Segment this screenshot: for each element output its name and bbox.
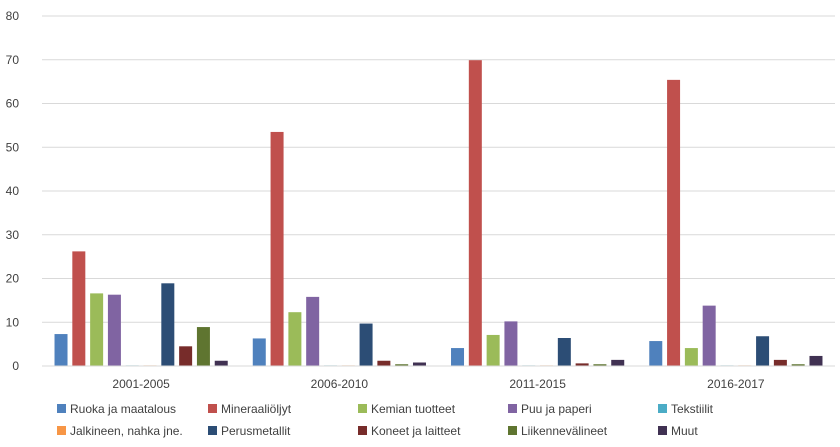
x-tick-label: 2016-2017	[707, 377, 765, 391]
bar	[702, 305, 716, 367]
y-tick-label: 70	[6, 53, 20, 67]
bar	[412, 362, 426, 366]
x-axis-tick-labels: 2001-2005 2006-2010 2011-2015 2016-2017	[112, 377, 764, 391]
bar	[270, 131, 284, 366]
bar	[288, 312, 302, 366]
bar	[773, 359, 787, 367]
bar	[377, 360, 391, 366]
bar	[306, 296, 320, 367]
bar	[649, 341, 663, 366]
bar	[756, 336, 770, 366]
y-tick-label: 60	[6, 97, 20, 111]
legend-swatch	[57, 426, 66, 435]
legend-label: Kemian tuotteet	[371, 402, 456, 416]
legend-label: Liikennevälineet	[521, 424, 608, 438]
y-axis-tick-labels: 0 10 20 30 40 50 60 70 80	[6, 9, 20, 373]
y-tick-label: 10	[6, 315, 20, 329]
bar	[791, 364, 805, 366]
legend-label: Tekstiilit	[671, 402, 714, 416]
legend-label: Ruoka ja maatalous	[70, 402, 176, 416]
y-tick-label: 80	[6, 9, 20, 23]
legend-label: Mineraaliöljyt	[221, 402, 292, 416]
bar	[72, 251, 86, 367]
bar	[395, 364, 409, 366]
bar	[667, 79, 681, 367]
bar	[252, 338, 266, 366]
bar	[575, 363, 589, 367]
y-tick-label: 40	[6, 184, 20, 198]
y-tick-label: 0	[12, 359, 19, 373]
bar	[107, 294, 121, 366]
legend-swatch	[508, 404, 517, 413]
legend-swatch	[208, 426, 217, 435]
bar	[611, 359, 625, 367]
legend-swatch	[508, 426, 517, 435]
legend-swatch	[57, 404, 66, 413]
y-tick-label: 30	[6, 228, 20, 242]
legend-label: Perusmetallit	[221, 424, 291, 438]
bar	[214, 360, 228, 366]
legend-label: Koneet ja laitteet	[371, 424, 461, 438]
bar	[359, 323, 373, 366]
legend-swatch	[658, 426, 667, 435]
bar	[504, 321, 518, 367]
bar	[90, 293, 104, 367]
bar-series	[54, 60, 823, 367]
legend-label: Muut	[671, 424, 698, 438]
bar	[451, 348, 465, 366]
gridlines	[42, 15, 835, 323]
bar	[468, 60, 482, 366]
legend-label: Jalkineen, nahka jne.	[70, 424, 183, 438]
legend-swatch	[658, 404, 667, 413]
bar	[486, 334, 500, 366]
bar	[809, 355, 823, 366]
legend-label: Puu ja paperi	[521, 402, 592, 416]
legend-swatch	[208, 404, 217, 413]
bar	[161, 283, 175, 366]
bar	[684, 348, 698, 366]
legend: Ruoka ja maatalous Mineraaliöljyt Kemian t…	[57, 402, 714, 438]
bar	[593, 364, 607, 366]
legend-swatch	[358, 426, 367, 435]
y-tick-label: 20	[6, 272, 20, 286]
bar	[54, 334, 68, 366]
bar	[557, 338, 571, 366]
x-tick-label: 2011-2015	[509, 377, 566, 391]
x-tick-label: 2006-2010	[311, 377, 369, 391]
bar	[196, 327, 210, 366]
bar	[179, 346, 193, 366]
y-tick-label: 50	[6, 140, 20, 154]
x-tick-label: 2001-2005	[112, 377, 170, 391]
legend-swatch	[358, 404, 367, 413]
